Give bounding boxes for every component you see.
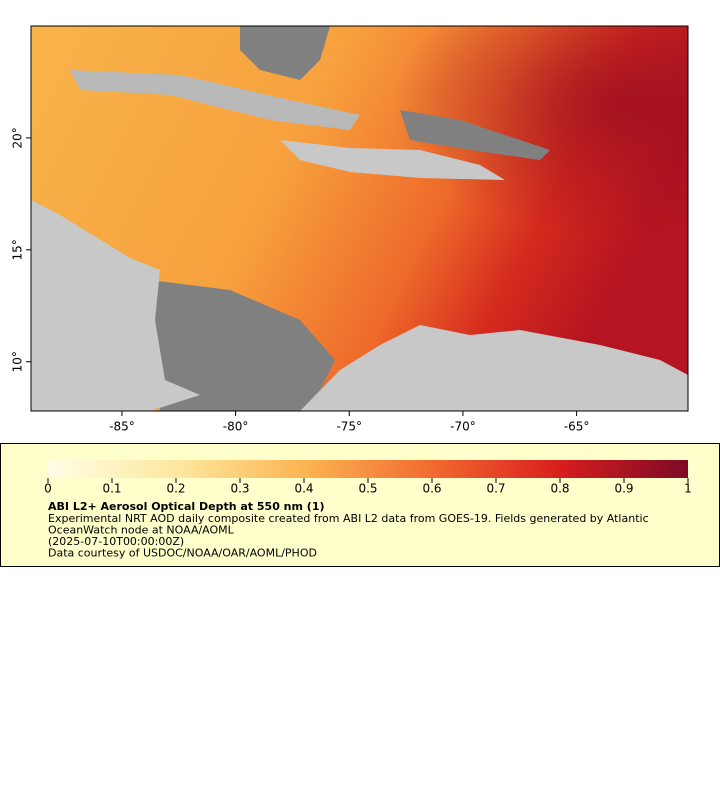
no-data — [150, 280, 335, 411]
colorbar-tick-label: 0.1 — [102, 482, 121, 496]
x-tick-label: -70° — [450, 420, 476, 434]
y-tick-label: 20° — [11, 127, 25, 148]
x-tick-label: -80° — [223, 420, 249, 434]
colorbar-tick-label: 1 — [684, 482, 692, 496]
y-tick-label: 15° — [11, 239, 25, 260]
legend-title: ABI L2+ Aerosol Optical Depth at 550 nm … — [48, 500, 325, 513]
colorbar-tick-label: 0.8 — [550, 482, 569, 496]
colorbar-tick-label: 0.2 — [166, 482, 185, 496]
colorbar-tick-label: 0.3 — [230, 482, 249, 496]
no-data — [400, 110, 550, 160]
colorbar-tick-label: 0 — [44, 482, 52, 496]
legend-line: (2025-07-10T00:00:00Z) — [48, 535, 184, 548]
x-tick-label: -75° — [336, 420, 362, 434]
land — [70, 70, 360, 130]
colorbar-tick-label: 0.7 — [486, 482, 505, 496]
colorbar-tick-label: 0.6 — [422, 482, 441, 496]
map-image — [31, 26, 688, 411]
x-tick-label: -65° — [564, 420, 590, 434]
colorbar-tick-label: 0.9 — [614, 482, 633, 496]
legend-lines: Experimental NRT AOD daily composite cre… — [48, 512, 649, 560]
map-frame — [30, 25, 689, 412]
x-tick-label: -85° — [109, 420, 135, 434]
legend-line: OceanWatch node at NOAA/AOML — [48, 524, 235, 537]
legend-line: Data courtesy of USDOC/NOAA/OAR/AOML/PHO… — [48, 547, 317, 560]
no-data — [240, 26, 330, 80]
colorbar-tick-label: 0.5 — [358, 482, 377, 496]
legend-line: Experimental NRT AOD daily composite cre… — [48, 512, 649, 525]
y-tick-label: 10° — [11, 351, 25, 372]
land — [31, 200, 200, 411]
land — [300, 325, 688, 411]
colorbar-tick-label: 0.4 — [294, 482, 313, 496]
land — [280, 140, 505, 180]
colorbar — [48, 460, 688, 478]
